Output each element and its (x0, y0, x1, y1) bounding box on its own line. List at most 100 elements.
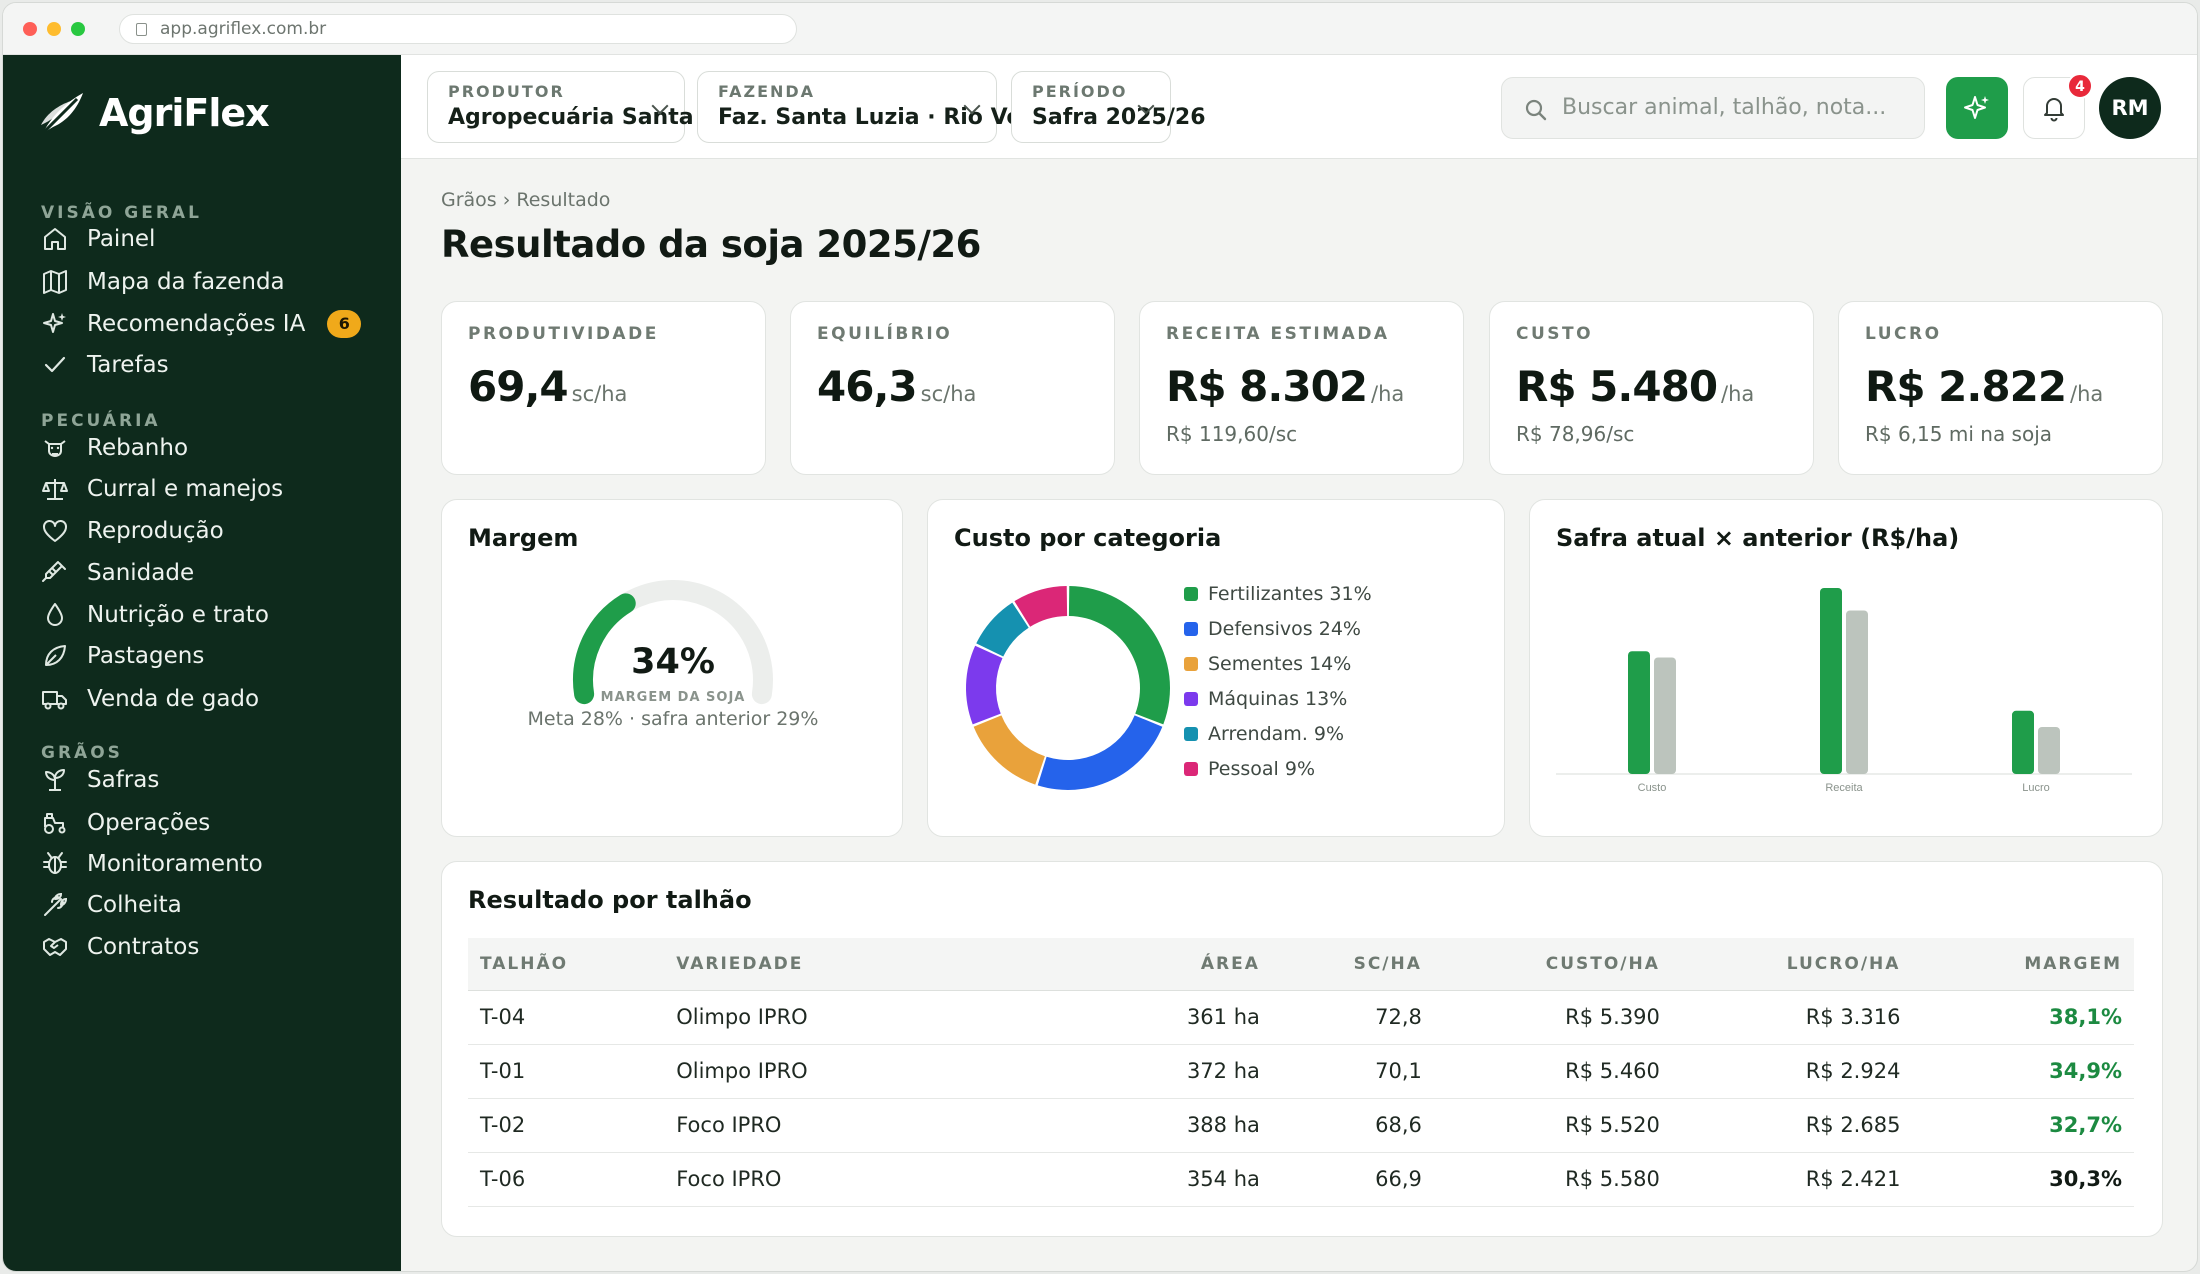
margem-value: 34% (631, 642, 715, 682)
sidebar-item[interactable]: Venda de gado (41, 679, 371, 719)
legend-item: Arrendam. 9% (1184, 716, 1372, 751)
sidebar-item[interactable]: Colheita (41, 885, 371, 925)
table-row[interactable]: T-06 Foco IPRO 354 ha 66,9 R$ 5.580 R$ 2.421 3… (468, 1152, 2134, 1207)
donut-slice[interactable] (1014, 586, 1068, 627)
kpi-card-receita-estimada: RECEITA ESTIMADA R$ 8.302/ha R$ 119,60/s… (1139, 301, 1464, 475)
bar-custo-series-1[interactable] (1654, 657, 1676, 774)
kpi-label: RECEITA ESTIMADA (1166, 324, 1390, 344)
kpi-card-produtividade: PRODUTIVIDADE 69,4 sc/ha (441, 301, 766, 475)
column-header[interactable]: TALHÃO (468, 938, 665, 991)
sidebar-item-label: Painel (87, 226, 156, 252)
table-cell: 372 ha (1031, 1044, 1272, 1099)
sidebar-item[interactable]: Recomendações IA 6 (41, 304, 371, 344)
legend-item: Máquinas 13% (1184, 681, 1372, 716)
donut-slice[interactable] (1068, 586, 1170, 725)
margem-gauge (573, 580, 773, 705)
address-bar[interactable]: app.agriflex.com.br (119, 14, 797, 44)
bar-receita-series-0[interactable] (1820, 588, 1842, 774)
table-cell: 388 ha (1031, 1098, 1272, 1153)
donut-slice[interactable] (973, 715, 1045, 785)
kpi-unit: /ha (1721, 382, 1755, 406)
x-tick-label: Lucro (2022, 782, 2050, 794)
sidebar-item[interactable]: Operações (41, 803, 371, 843)
legend-item: Pessoal 9% (1184, 751, 1372, 786)
kpi-card-equil-brio: EQUILÍBRIO 46,3 sc/ha (790, 301, 1115, 475)
column-header[interactable]: LUCRO/HA (1671, 938, 1913, 991)
page-title: Resultado da soja 2025/26 (441, 223, 981, 266)
kpi-unit: sc/ha (920, 382, 977, 406)
column-header[interactable]: SC/HA (1271, 938, 1434, 991)
table-cell: R$ 5.580 (1433, 1152, 1672, 1207)
search-icon (1525, 99, 1547, 121)
bar-custo-series-0[interactable] (1628, 651, 1650, 774)
sidebar-item-label: Mapa da fazenda (87, 269, 285, 295)
column-header[interactable]: MARGEM (1912, 938, 2134, 991)
legend-swatch (1184, 691, 1198, 706)
sidebar-item[interactable]: Pastagens (41, 636, 371, 676)
kpi-value-line: R$ 8.302/ha (1166, 362, 1404, 411)
legend-label: Sementes 14% (1208, 652, 1352, 675)
sidebar-item[interactable]: Painel (41, 219, 371, 259)
legend-label: Arrendam. 9% (1208, 722, 1345, 745)
sidebar-item[interactable]: Safras (41, 760, 371, 800)
browser-chrome: app.agriflex.com.br (3, 3, 2197, 55)
produtor-select-label: PRODUTOR (448, 82, 565, 101)
table-row[interactable]: T-02 Foco IPRO 388 ha 68,6 R$ 5.520 R$ 2.685 3… (468, 1098, 2134, 1153)
produtor-select[interactable]: PRODUTOR Agropecuária Santa Luzia (427, 71, 766, 143)
sidebar-item[interactable]: Sanidade (41, 553, 371, 593)
column-header[interactable]: VARIEDADE (664, 938, 1032, 991)
kpi-value-line: R$ 5.480/ha (1516, 362, 1754, 411)
periodo-select[interactable]: PERÍODO Safra 2025/26 (1011, 71, 1206, 143)
kpi-label: PRODUTIVIDADE (468, 324, 659, 344)
sidebar-item-label: Curral e manejos (87, 476, 284, 502)
kpi-label: CUSTO (1516, 324, 1594, 344)
table-cell: 70,1 (1271, 1044, 1434, 1099)
breadcrumb[interactable]: Grãos › Resultado (441, 189, 611, 211)
sidebar-item[interactable]: Nutrição e trato (41, 595, 371, 635)
sidebar-item[interactable]: Monitoramento (41, 844, 371, 884)
bar-lucro-series-1[interactable] (2038, 726, 2060, 774)
maximize-window-button[interactable] (71, 22, 85, 36)
table-row[interactable]: T-04 Olimpo IPRO 361 ha 72,8 R$ 5.390 R$ 3.31… (468, 990, 2134, 1045)
kpi-value: 69,4 (468, 362, 569, 411)
ai-assistant-button[interactable] (1946, 77, 2008, 139)
margem-caption: MARGEM DA SOJA (600, 690, 746, 705)
user-avatar[interactable]: RM (2099, 77, 2161, 139)
sidebar-item[interactable]: Rebanho (41, 428, 371, 468)
resultado-talhao-card: Resultado por talhão TALHÃO VARIEDADE ÁREA… (441, 861, 2163, 1237)
sidebar-item[interactable]: Mapa da fazenda (41, 262, 371, 302)
sidebar-item[interactable]: Curral e manejos (41, 469, 371, 509)
bar-chart-title: Safra atual × anterior (R$/ha) (1556, 524, 1960, 552)
legend-swatch (1184, 656, 1198, 671)
table-cell: T-02 (468, 1098, 665, 1153)
map-icon (41, 268, 69, 296)
minimize-window-button[interactable] (47, 22, 61, 36)
wheat-icon (41, 891, 69, 919)
app-logo[interactable]: AgriFlex (37, 85, 270, 141)
sidebar-item-label: Recomendações IA (87, 311, 306, 337)
fazenda-select[interactable]: FAZENDA Faz. Santa Luzia · Rio Verde/GO (697, 71, 1108, 143)
column-header[interactable]: CUSTO/HA (1433, 938, 1672, 991)
bar-receita-series-1[interactable] (1846, 610, 1868, 774)
x-tick-label: Receita (1825, 782, 1863, 794)
sidebar-item[interactable]: Tarefas (41, 345, 371, 385)
table-cell: 32,7% (1912, 1098, 2134, 1153)
close-window-button[interactable] (23, 22, 37, 36)
bar-lucro-series-0[interactable] (2012, 710, 2034, 774)
cow-icon (41, 434, 69, 462)
donut-slice[interactable] (976, 602, 1029, 657)
sidebar-item[interactable]: Reprodução (41, 511, 371, 551)
donut-slice[interactable] (1037, 715, 1163, 790)
column-header[interactable]: ÁREA (1031, 938, 1272, 991)
search-input[interactable]: Buscar animal, talhão, nota... (1501, 77, 1925, 139)
table-row[interactable]: T-01 Olimpo IPRO 372 ha 70,1 R$ 5.460 R$ 2.92… (468, 1044, 2134, 1099)
safra-bar-chart: Custo Receita Lucro (1556, 588, 2132, 794)
table-cell: Olimpo IPRO (664, 990, 1032, 1045)
donut-chart-title: Custo por categoria (954, 524, 1222, 552)
search-placeholder: Buscar animal, talhão, nota... (1562, 95, 1887, 120)
donut-slice[interactable] (966, 645, 1003, 725)
resultado-table: TALHÃO VARIEDADE ÁREA SC/HA CUSTO/HA LUCRO/HA… (468, 938, 2134, 1207)
sidebar-item-label: Colheita (87, 892, 182, 918)
sidebar-item[interactable]: Contratos (41, 927, 371, 967)
